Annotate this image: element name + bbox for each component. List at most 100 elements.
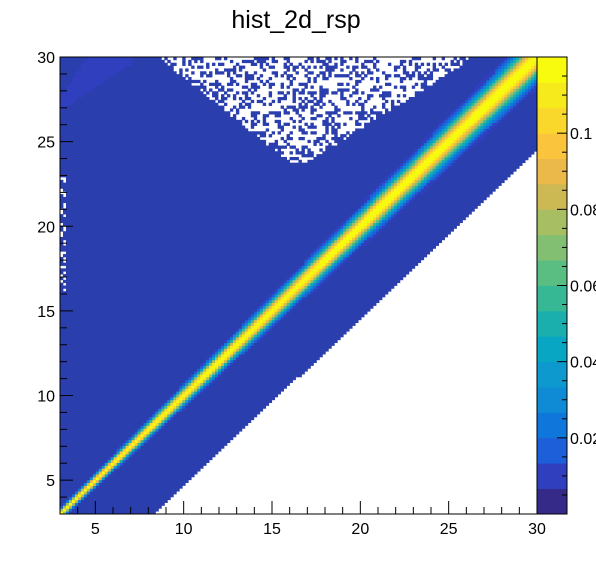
heatmap-cell [60,439,126,443]
heatmap-cell [161,419,165,423]
heatmap-cell [390,105,457,109]
heatmap-cell [262,102,267,106]
heatmap-cell [489,131,538,135]
heatmap-cell [516,82,520,86]
heatmap-cell [364,205,368,209]
heatmap-cell [292,302,296,306]
heatmap-cell [313,274,317,278]
heatmap-cell [60,505,64,509]
heatmap-cell [60,96,79,101]
heatmap-cell [483,96,487,101]
heatmap-cell [444,128,448,132]
heatmap-cell [218,362,222,366]
heatmap-cell [250,85,261,89]
heatmap-cell [65,282,282,286]
heatmap-cell [268,311,273,315]
heatmap-cell [522,59,526,64]
heatmap-cell [453,159,457,164]
heatmap-cell [110,462,115,466]
heatmap-cell [367,242,440,246]
heatmap-cell [206,365,210,369]
heatmap-cell [319,271,323,275]
heatmap-cell [504,65,508,69]
heatmap-cell [459,102,463,106]
heatmap-cell [426,179,431,184]
heatmap-cell [411,154,416,158]
heatmap-cell [256,325,261,329]
heatmap-cell [364,125,437,129]
heatmap-cell [295,279,299,284]
heatmap-cell [373,208,383,212]
heatmap-cell [104,468,109,472]
heatmap-cell [289,116,293,121]
heatmap-cell [77,488,82,492]
heatmap-cell [280,288,284,292]
heatmap-cell [304,291,308,295]
heatmap-cell [182,62,186,66]
heatmap-cell [60,339,225,344]
heatmap-cell [334,62,338,66]
heatmap-cell [376,116,445,121]
heatmap-cell [393,171,398,175]
heatmap-cell [361,62,365,66]
heatmap-cell [465,116,469,121]
heatmap-cell [60,122,243,126]
heatmap-cell [370,196,374,201]
heatmap-cell [203,385,207,389]
heatmap-cell [417,156,422,161]
heatmap-cell [376,59,380,64]
heatmap-cell [414,165,419,169]
heatmap-cell [95,482,100,486]
heatmap-cell [384,76,389,81]
heatmap-cell [125,454,129,458]
heatmap-cell [197,374,201,378]
heatmap-cell [376,185,380,189]
heatmap-cell [86,57,132,61]
heatmap-cell [277,311,282,315]
heatmap-cell [274,294,279,298]
heatmap-cell [322,151,413,155]
heatmap-cell [280,305,284,309]
heatmap-cell [298,105,308,109]
heatmap-cell [450,62,460,66]
heatmap-cell [355,245,359,249]
heatmap-cell [408,174,419,178]
heatmap-cell [182,385,186,389]
heatmap-cell [95,471,100,475]
heatmap-cell [247,342,252,346]
heatmap-cell [101,465,106,469]
heatmap-cell [179,396,183,401]
heatmap-cell [60,331,234,335]
heatmap-cell [235,336,240,341]
heatmap-cell [331,131,338,135]
heatmap-cell [60,62,82,66]
heatmap-cell [376,188,380,192]
heatmap-cell [244,342,249,346]
heatmap-cell [411,188,416,192]
heatmap-cell [349,94,353,98]
heatmap-cell [122,454,126,458]
heatmap-cell [483,122,487,126]
color-scale-swatch [537,107,567,134]
heatmap-cell [423,154,428,158]
heatmap-cell [447,136,457,141]
heatmap-cell [450,131,454,135]
heatmap-cell [101,482,186,486]
heatmap-cell [262,328,267,332]
heatmap-cell [432,148,437,152]
heatmap-cell [277,131,282,135]
heatmap-cell [438,145,448,149]
heatmap-cell [504,91,508,95]
heatmap-cell [241,348,246,352]
heatmap-cell [513,74,523,78]
heatmap-cell [516,91,520,95]
heatmap-cell [259,336,264,341]
heatmap-cell [343,219,347,224]
heatmap-cell [122,442,126,446]
heatmap-cell [143,434,147,438]
heatmap-cell [444,62,448,66]
heatmap-cell [289,308,293,312]
heatmap-cell [432,65,437,69]
heatmap-cell [343,256,347,261]
heatmap-cell [322,242,326,246]
